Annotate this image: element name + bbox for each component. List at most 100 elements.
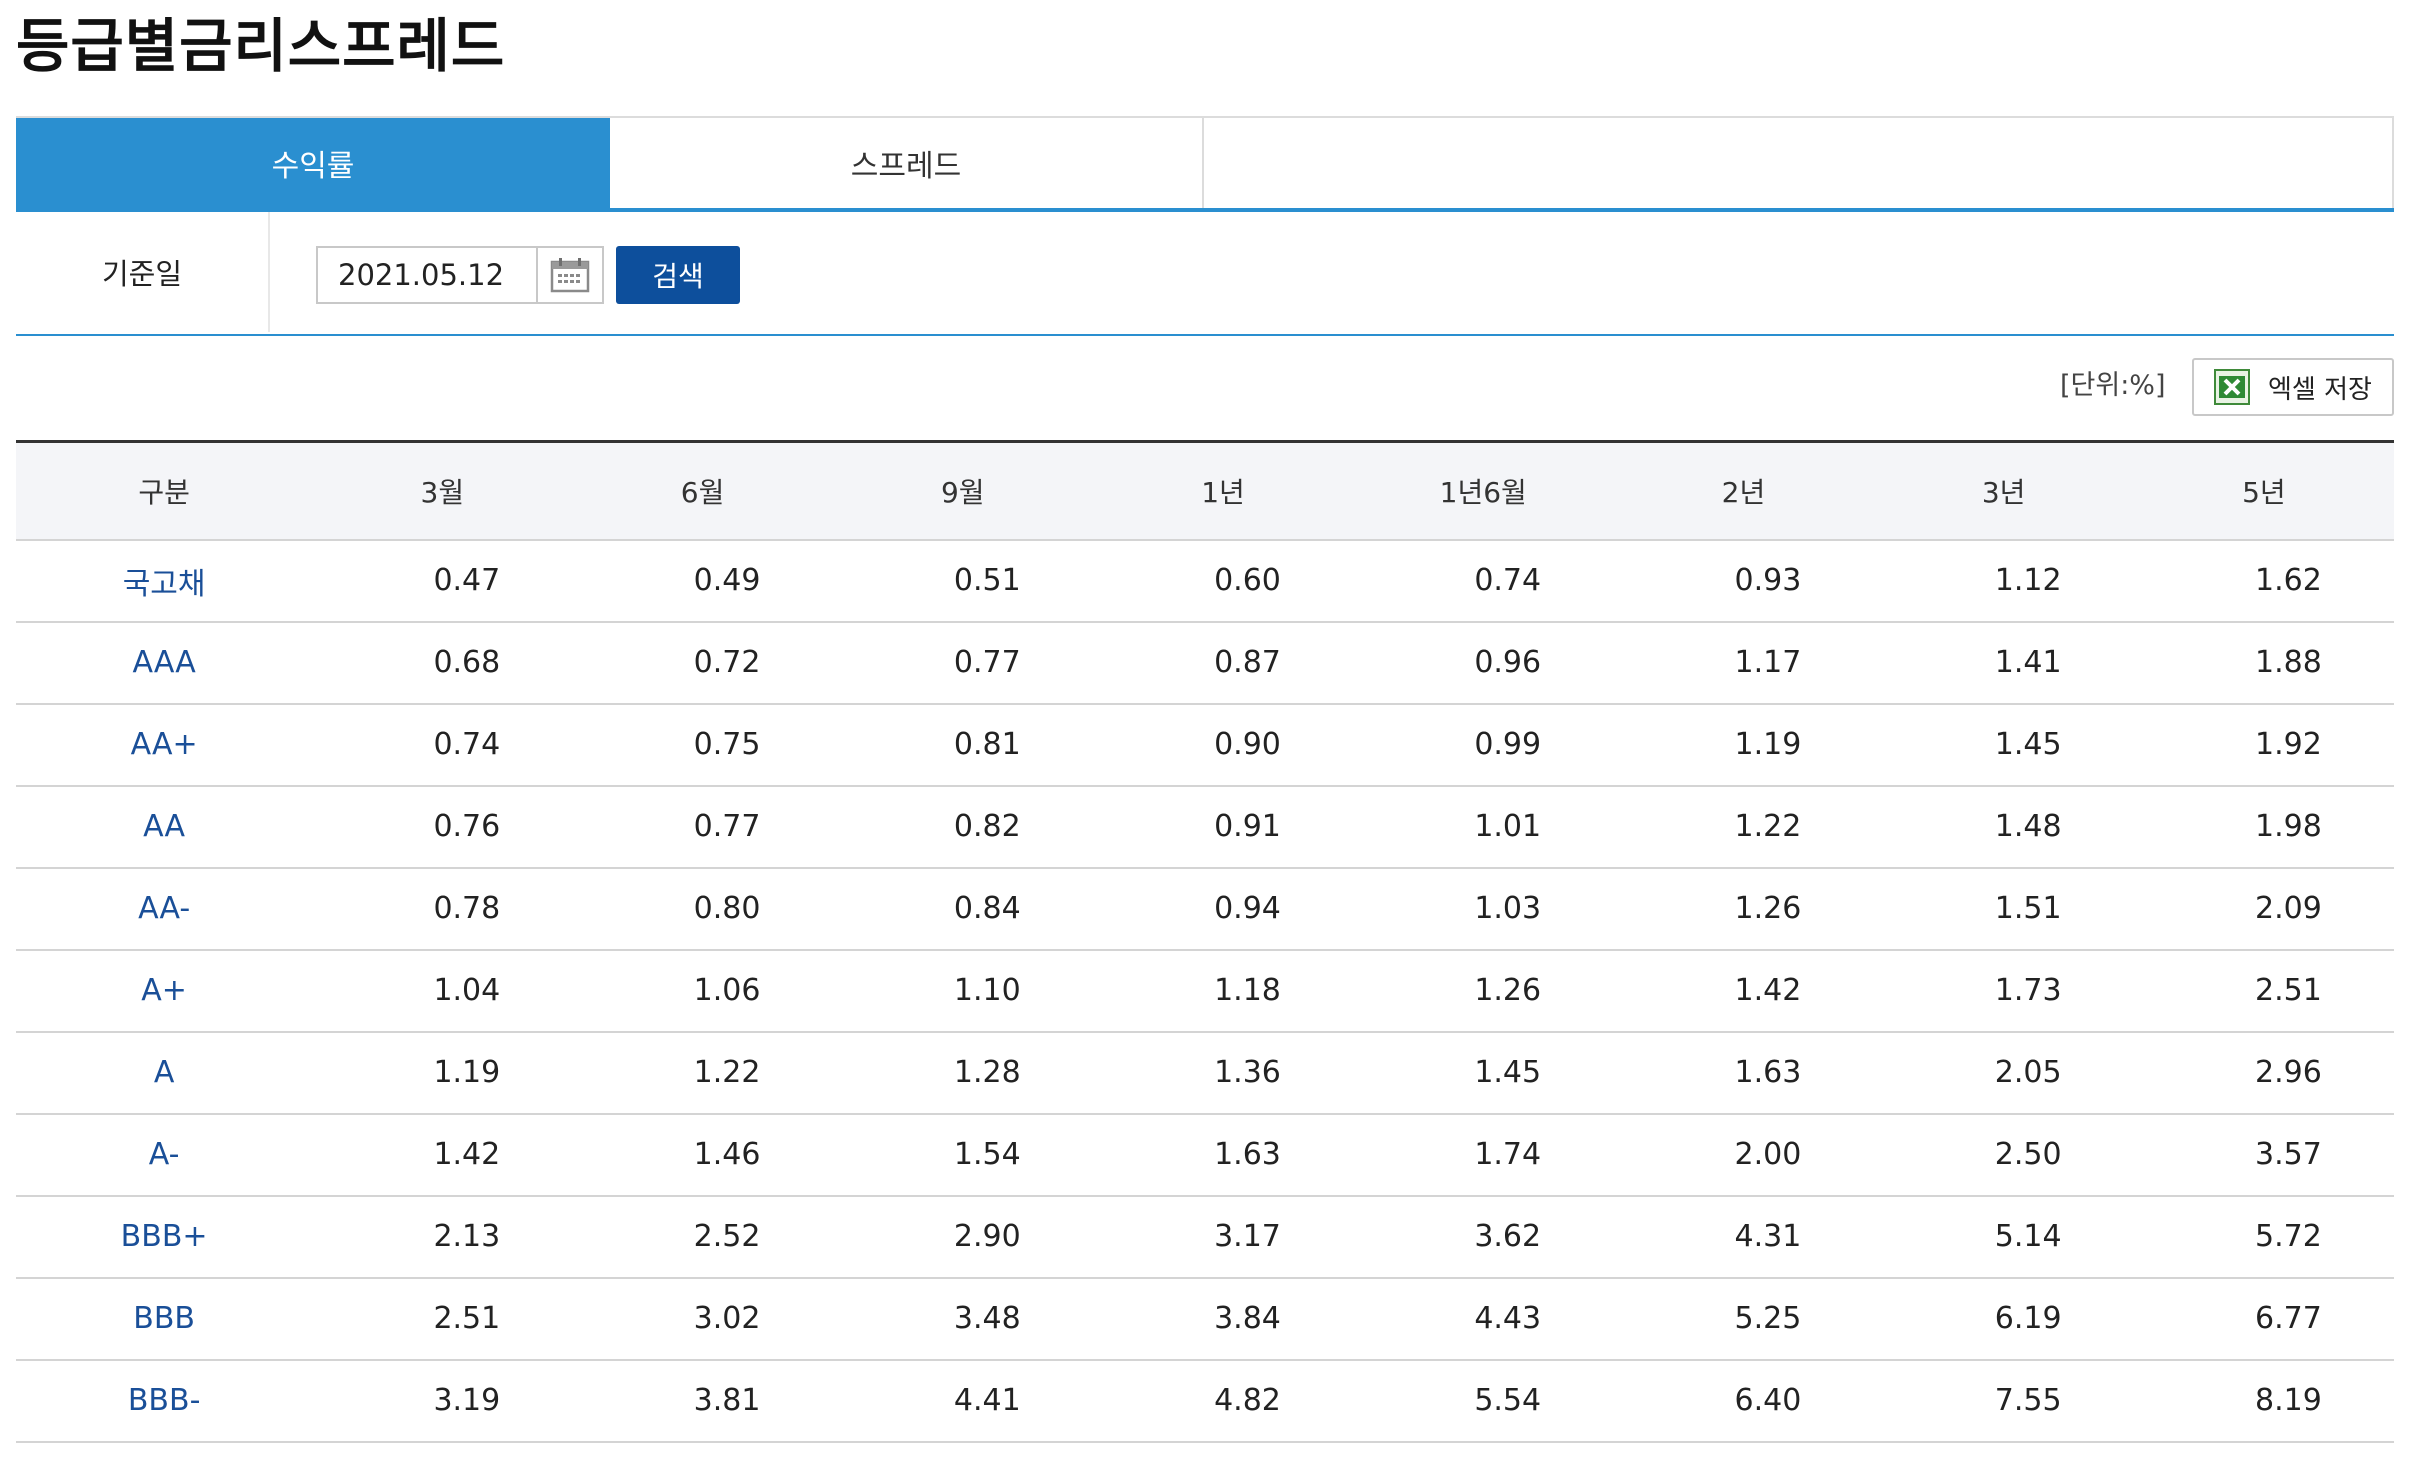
excel-icon xyxy=(2214,369,2250,405)
yield-value-cell: 3.17 xyxy=(1092,1195,1354,1279)
table-row: A- 1.42 1.46 1.54 1.63 1.74 2.00 2.50 3.57 xyxy=(16,1113,2394,1197)
date-input[interactable] xyxy=(318,248,536,302)
yield-value-cell: 1.41 xyxy=(1873,621,2134,705)
yield-value-cell: 1.26 xyxy=(1613,867,1874,951)
excel-save-button[interactable]: 엑셀 저장 xyxy=(2192,358,2394,416)
yield-value-cell: 4.82 xyxy=(1092,1359,1354,1443)
yield-value-cell: 1.22 xyxy=(572,1031,833,1115)
header-category: 구분 xyxy=(16,440,313,541)
yield-value-cell: 2.51 xyxy=(2133,949,2394,1033)
yield-table: 구분 3월 6월 9월 1년 1년6월 2년 3년 5년 국고채 0.47 0.49… xyxy=(16,440,2394,1443)
yield-value-cell: 1.26 xyxy=(1353,949,1614,1033)
yield-value-cell: 1.12 xyxy=(1873,539,2134,623)
yield-value-cell: 3.62 xyxy=(1353,1195,1614,1279)
grade-cell[interactable]: AA- xyxy=(16,867,313,951)
grade-cell[interactable]: A+ xyxy=(16,949,313,1033)
table-row: 국고채 0.47 0.49 0.51 0.60 0.74 0.93 1.12 1.62 xyxy=(16,539,2394,623)
yield-value-cell: 1.54 xyxy=(832,1113,1093,1197)
yield-value-cell: 1.06 xyxy=(572,949,833,1033)
yield-value-cell: 0.78 xyxy=(312,867,573,951)
yield-value-cell: 0.77 xyxy=(572,785,833,869)
grade-cell[interactable]: 국고채 xyxy=(16,539,313,623)
yield-value-cell: 0.91 xyxy=(1092,785,1354,869)
yield-value-cell: 1.74 xyxy=(1353,1113,1614,1197)
tab-yield[interactable]: 수익률 xyxy=(16,118,610,208)
yield-value-cell: 0.74 xyxy=(312,703,573,787)
search-button[interactable]: 검색 xyxy=(616,246,740,304)
yield-value-cell: 0.93 xyxy=(1613,539,1874,623)
yield-value-cell: 1.48 xyxy=(1873,785,2134,869)
yield-value-cell: 1.51 xyxy=(1873,867,2134,951)
page-title: 등급별금리스프레드 xyxy=(16,12,506,80)
yield-value-cell: 4.41 xyxy=(832,1359,1093,1443)
header-1y: 1년 xyxy=(1092,440,1354,541)
grade-cell[interactable]: AA+ xyxy=(16,703,313,787)
yield-value-cell: 1.04 xyxy=(312,949,573,1033)
calendar-button[interactable] xyxy=(536,248,602,302)
yield-value-cell: 1.01 xyxy=(1353,785,1614,869)
yield-value-cell: 0.51 xyxy=(832,539,1093,623)
yield-value-cell: 1.92 xyxy=(2133,703,2394,787)
yield-value-cell: 8.19 xyxy=(2133,1359,2394,1443)
yield-value-cell: 1.62 xyxy=(2133,539,2394,623)
yield-value-cell: 3.57 xyxy=(2133,1113,2394,1197)
yield-value-cell: 2.09 xyxy=(2133,867,2394,951)
yield-value-cell: 0.47 xyxy=(312,539,573,623)
grade-cell[interactable]: BBB- xyxy=(16,1359,313,1443)
yield-value-cell: 2.96 xyxy=(2133,1031,2394,1115)
header-5y: 5년 xyxy=(2133,440,2394,541)
grade-cell[interactable]: AA xyxy=(16,785,313,869)
yield-value-cell: 0.76 xyxy=(312,785,573,869)
yield-value-cell: 1.98 xyxy=(2133,785,2394,869)
yield-value-cell: 1.17 xyxy=(1613,621,1874,705)
yield-value-cell: 2.13 xyxy=(312,1195,573,1279)
yield-value-cell: 1.63 xyxy=(1092,1113,1354,1197)
grade-cell[interactable]: A xyxy=(16,1031,313,1115)
yield-value-cell: 3.48 xyxy=(832,1277,1093,1361)
grade-cell[interactable]: AAA xyxy=(16,621,313,705)
yield-value-cell: 1.73 xyxy=(1873,949,2134,1033)
yield-value-cell: 0.68 xyxy=(312,621,573,705)
yield-value-cell: 3.81 xyxy=(572,1359,833,1443)
yield-value-cell: 5.54 xyxy=(1353,1359,1614,1443)
yield-value-cell: 2.90 xyxy=(832,1195,1093,1279)
yield-value-cell: 1.42 xyxy=(1613,949,1874,1033)
search-panel: 기준일 검색 xyxy=(16,212,2394,336)
yield-value-cell: 0.96 xyxy=(1353,621,1614,705)
yield-value-cell: 6.19 xyxy=(1873,1277,2134,1361)
yield-value-cell: 2.52 xyxy=(572,1195,833,1279)
table-row: BBB 2.51 3.02 3.48 3.84 4.43 5.25 6.19 6.77 xyxy=(16,1277,2394,1361)
yield-value-cell: 6.40 xyxy=(1613,1359,1874,1443)
header-9m: 9월 xyxy=(832,440,1093,541)
unit-label: [단위:%] xyxy=(2060,370,2166,401)
calendar-icon xyxy=(550,258,590,293)
yield-value-cell: 1.18 xyxy=(1092,949,1354,1033)
yield-value-cell: 5.72 xyxy=(2133,1195,2394,1279)
yield-value-cell: 1.42 xyxy=(312,1113,573,1197)
yield-value-cell: 0.60 xyxy=(1092,539,1354,623)
table-row: AA+ 0.74 0.75 0.81 0.90 0.99 1.19 1.45 1.92 xyxy=(16,703,2394,787)
header-3m: 3월 xyxy=(312,440,573,541)
yield-value-cell: 5.25 xyxy=(1613,1277,1874,1361)
yield-value-cell: 1.22 xyxy=(1613,785,1874,869)
grade-cell[interactable]: BBB xyxy=(16,1277,313,1361)
yield-value-cell: 0.75 xyxy=(572,703,833,787)
header-3y: 3년 xyxy=(1873,440,2134,541)
excel-save-label: 엑셀 저장 xyxy=(2268,374,2372,405)
header-6m: 6월 xyxy=(572,440,833,541)
yield-value-cell: 3.84 xyxy=(1092,1277,1354,1361)
yield-value-cell: 1.19 xyxy=(1613,703,1874,787)
table-header-row: 구분 3월 6월 9월 1년 1년6월 2년 3년 5년 xyxy=(16,440,2394,541)
tab-spread[interactable]: 스프레드 xyxy=(610,118,1204,208)
yield-value-cell: 5.14 xyxy=(1873,1195,2134,1279)
grade-cell[interactable]: BBB+ xyxy=(16,1195,313,1279)
table-row: AA 0.76 0.77 0.82 0.91 1.01 1.22 1.48 1.98 xyxy=(16,785,2394,869)
yield-value-cell: 0.49 xyxy=(572,539,833,623)
yield-value-cell: 0.82 xyxy=(832,785,1093,869)
yield-value-cell: 4.43 xyxy=(1353,1277,1614,1361)
grade-cell[interactable]: A- xyxy=(16,1113,313,1197)
yield-value-cell: 0.87 xyxy=(1092,621,1354,705)
table-row: BBB+ 2.13 2.52 2.90 3.17 3.62 4.31 5.14 5.72 xyxy=(16,1195,2394,1279)
yield-value-cell: 2.00 xyxy=(1613,1113,1874,1197)
yield-value-cell: 1.88 xyxy=(2133,621,2394,705)
